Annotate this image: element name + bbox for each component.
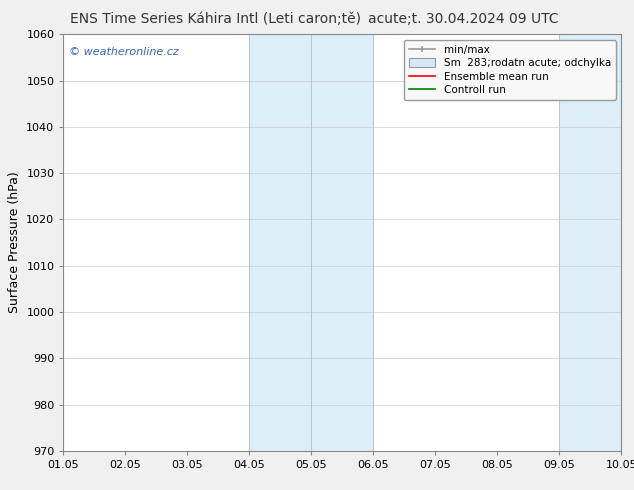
Bar [311, 34, 373, 451]
Bar [559, 34, 621, 451]
Text: © weatheronline.cz: © weatheronline.cz [69, 47, 179, 57]
Y-axis label: Surface Pressure (hPa): Surface Pressure (hPa) [8, 172, 21, 314]
Bar [621, 34, 634, 451]
Bar [249, 34, 311, 451]
Text: acute;t. 30.04.2024 09 UTC: acute;t. 30.04.2024 09 UTC [368, 12, 558, 26]
Text: ENS Time Series Káhira Intl (Leti caron;tě): ENS Time Series Káhira Intl (Leti caron;… [70, 12, 361, 26]
Legend: min/max, Sm  283;rodatn acute; odchylka, Ensemble mean run, Controll run: min/max, Sm 283;rodatn acute; odchylka, … [404, 40, 616, 100]
